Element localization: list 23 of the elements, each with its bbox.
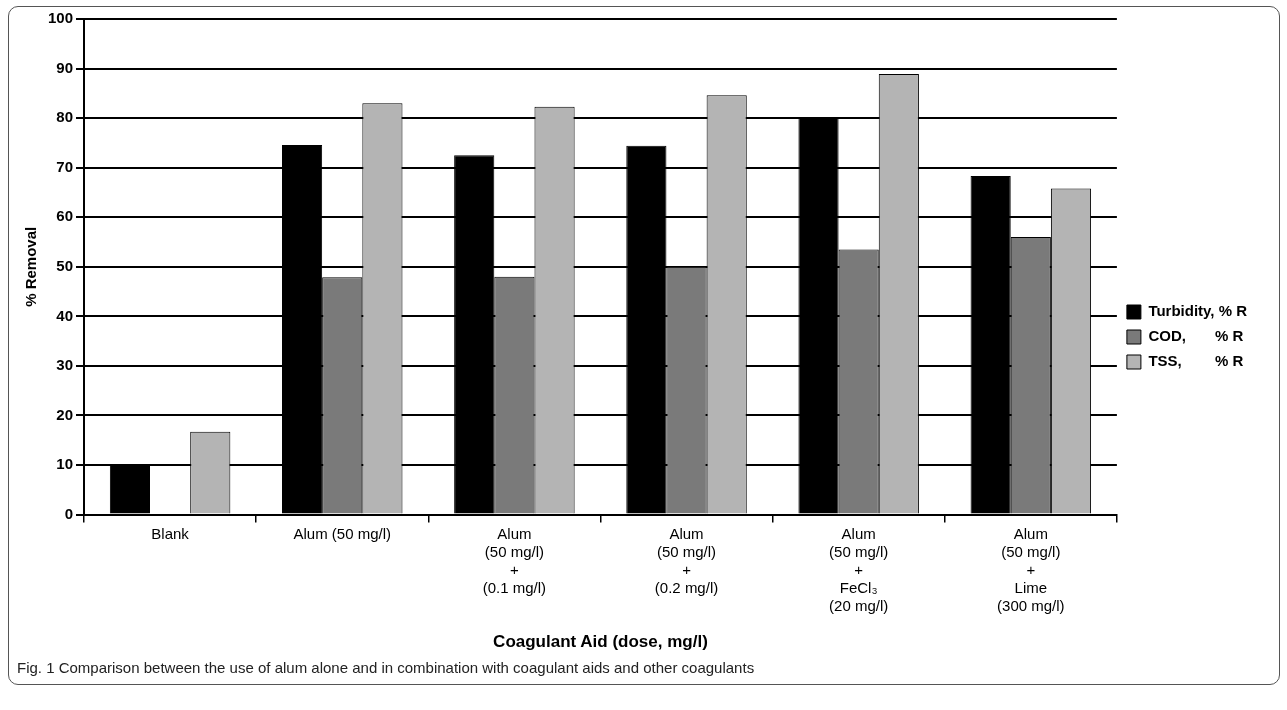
x-tick-label: Alum (50 mg/l) + FeCl₃ (20 mg/l)	[829, 524, 889, 614]
x-tick-label: Alum (50 mg/l) + Lime (300 mg/l)	[997, 524, 1065, 614]
x-tick-label: Alum (50 mg/l)	[293, 524, 392, 542]
x-tick-label: Blank	[151, 524, 190, 542]
y-tick-label: 10	[56, 455, 74, 473]
y-tick-label: 30	[56, 356, 74, 374]
y-tick-label: 40	[56, 306, 74, 324]
y-tick-label: 0	[64, 504, 74, 522]
x-axis-title: Coagulant Aid (dose, mg/l)	[493, 632, 708, 652]
y-tick-label: 80	[56, 108, 74, 126]
legend-label: Turbidity, % R	[1148, 302, 1248, 320]
legend-label: TSS, % R	[1148, 352, 1244, 370]
legend-label: COD, % R	[1148, 327, 1244, 345]
y-axis-title: % Removal	[22, 226, 40, 307]
x-tick-label: Alum (50 mg/l) + (0.2 mg/l)	[654, 524, 719, 596]
y-tick-label: 20	[56, 405, 74, 423]
y-tick-label: 90	[56, 58, 74, 76]
caption: Fig. 1 Comparison between the use of alum alone and in combination with coagulant aids and other coagulants	[16, 658, 756, 678]
y-tick-label: 100	[48, 9, 74, 27]
y-tick-label: 70	[56, 157, 74, 175]
y-tick-label: 60	[56, 207, 74, 225]
y-tick-label: 50	[56, 256, 74, 274]
x-tick-label: Alum (50 mg/l) + (0.1 mg/l)	[482, 524, 547, 596]
